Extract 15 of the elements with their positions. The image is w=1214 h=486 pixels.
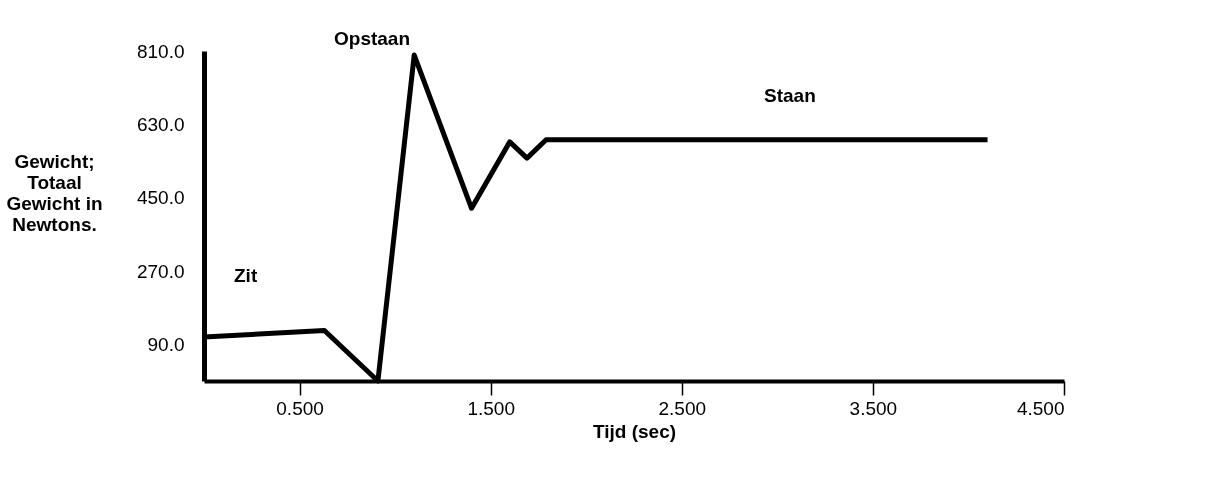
annotation: Zit: [234, 265, 258, 286]
y-tick-label: 450.0: [136, 187, 185, 209]
x-tick-label: 2.500: [658, 397, 707, 419]
y-tick-label: 810.0: [136, 40, 185, 62]
x-tick-label: 0.500: [276, 397, 324, 419]
annotation: Staan: [764, 85, 816, 106]
y-tick-label: 90.0: [147, 333, 185, 355]
x-tick-label: 3.500: [849, 397, 898, 419]
x-tick-label: 1.500: [467, 397, 515, 419]
text: Opstaan: [334, 28, 411, 49]
y-axis-title: Gewicht; Totaal Gewicht in Newtons.: [6, 150, 103, 235]
x-tick-label: 4.500: [1016, 397, 1065, 419]
x-axis-title: Tijd (sec): [592, 420, 677, 442]
y-tick-label: 630.0: [136, 113, 185, 135]
y-tick-label: 270.0: [136, 260, 185, 282]
